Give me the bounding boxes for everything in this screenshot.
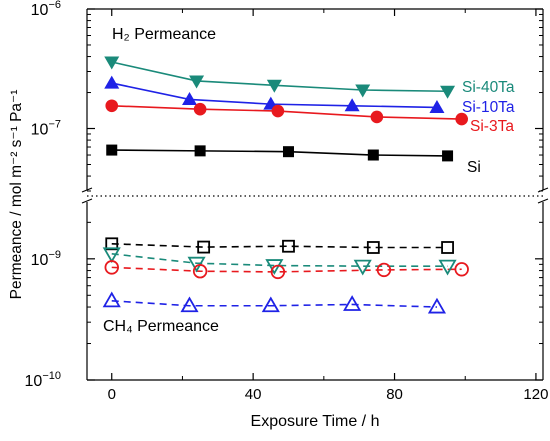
- point-h2-permeance-si-40ta-1: [189, 75, 205, 89]
- point-h2-permeance-si-40ta-4: [440, 85, 456, 99]
- y-tick-label: 10−7: [31, 119, 61, 139]
- point-ch4-permeance-si-40ta-3: [353, 259, 372, 276]
- point-h2-permeance-si-10ta-1: [182, 91, 198, 105]
- point-h2-permeance-si-10ta-4: [429, 99, 445, 113]
- series-line-ch4-permeance-si-3ta: [111, 266, 462, 273]
- point-ch4-permeance-si-10ta-0: [102, 291, 121, 308]
- series-line-ch4-permeance-si: [111, 243, 448, 249]
- x-tick-label: 40: [245, 386, 262, 403]
- point-ch4-permeance-si-40ta-4: [438, 259, 457, 276]
- point-h2-permeance-si-10ta-0: [104, 75, 120, 89]
- point-ch4-permeance-si-3ta-1: [192, 264, 208, 279]
- series-line-h2-permeance-si: [111, 149, 448, 157]
- point-ch4-permeance-si-3ta-3: [376, 262, 392, 278]
- axis-break-slash-left-2: [81, 198, 93, 204]
- point-h2-permeance-si-10ta-3: [344, 98, 360, 112]
- x-tick-label: 80: [386, 386, 403, 403]
- point-h2-permeance-si-40ta-2: [266, 79, 282, 93]
- point-h2-permeance-si-0: [106, 144, 118, 156]
- point-ch4-permeance-si-0: [105, 237, 119, 251]
- point-ch4-permeance-si-40ta-2: [265, 259, 284, 275]
- x-tick-label: 120: [523, 386, 548, 403]
- y-tick-label: 10−10: [25, 370, 61, 390]
- point-ch4-permeance-si-3: [366, 241, 380, 254]
- point-h2-permeance-si-40ta-0: [104, 56, 120, 70]
- point-h2-permeance-si-4: [442, 150, 454, 162]
- point-ch4-permeance-si-40ta-1: [187, 256, 206, 273]
- x-tick-label: 0: [108, 386, 116, 403]
- point-h2-permeance-si-3ta-3: [370, 110, 384, 124]
- point-ch4-permeance-si-10ta-2: [261, 296, 280, 313]
- point-h2-permeance-si-3: [367, 149, 379, 161]
- point-ch4-permeance-si-2: [282, 239, 295, 253]
- point-ch4-permeance-si-40ta-0: [102, 247, 121, 264]
- point-h2-permeance-si-3ta-1: [193, 102, 207, 116]
- x-axis-title: Exposure Time / h: [251, 413, 380, 430]
- point-ch4-permeance-si-10ta-4: [427, 297, 447, 314]
- y-tick-label: 10−6: [31, 0, 61, 19]
- axis-break-slash-left-1: [81, 187, 93, 193]
- series-line-h2-permeance-si-3ta: [111, 104, 462, 120]
- point-h2-permeance-si-3ta-2: [271, 104, 285, 118]
- point-h2-permeance-si-2: [282, 146, 294, 158]
- point-h2-permeance-si-3ta-4: [455, 112, 468, 126]
- panel-label-h2-permeance: H₂ Permeance: [112, 26, 216, 43]
- point-ch4-permeance-si-3ta-2: [270, 264, 286, 280]
- point-ch4-permeance-si-3ta-4: [454, 262, 469, 277]
- legend-label-si-3ta: Si-3Ta: [470, 118, 514, 135]
- point-ch4-permeance-si-10ta-3: [343, 295, 362, 311]
- point-h2-permeance-si-1: [194, 145, 206, 157]
- legend-label-si-10ta: Si-10Ta: [462, 99, 515, 116]
- legend-label-si: Si: [467, 159, 481, 176]
- point-ch4-permeance-si-10ta-1: [180, 296, 199, 313]
- y-tick-label: 10−9: [31, 249, 61, 269]
- series-line-h2-permeance-si-40ta: [111, 61, 448, 93]
- panel-label-ch4-permeance: CH₄ Permeance: [103, 318, 219, 335]
- point-ch4-permeance-si-1: [197, 240, 211, 254]
- series-line-ch4-permeance-si-10ta: [111, 300, 437, 308]
- point-ch4-permeance-si-3ta-0: [104, 260, 119, 275]
- series-line-ch4-permeance-si-40ta: [111, 253, 448, 267]
- y-axis-title: Permeance / mol m⁻² s⁻¹ Pa⁻¹: [8, 90, 25, 300]
- point-h2-permeance-si-40ta-3: [355, 84, 371, 98]
- point-h2-permeance-si-3ta-0: [105, 99, 119, 113]
- legend-label-si-40ta: Si-40Ta: [462, 79, 515, 96]
- axis-break-slash-right-2: [537, 198, 549, 204]
- point-ch4-permeance-si-4: [441, 241, 454, 254]
